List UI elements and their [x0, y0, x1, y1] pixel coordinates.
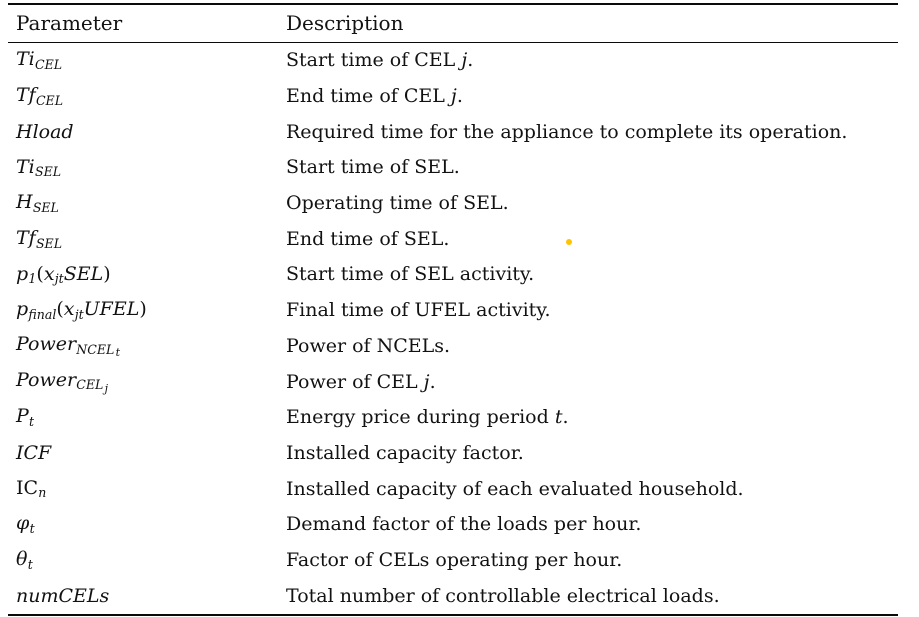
- param-cell: TfCEL: [16, 84, 64, 108]
- column-header-parameter: Parameter: [16, 11, 123, 36]
- desc-cell: Operating time of SEL.: [286, 192, 509, 215]
- desc-cell: Final time of UFEL activity.: [286, 299, 551, 322]
- table-body: TiCEL Start time of CEL j. TfCEL End tim…: [8, 43, 898, 614]
- param-cell: pfinal(xjtUFEL): [16, 298, 147, 323]
- param-cell: TiSEL: [16, 155, 62, 180]
- param-cell: ICn: [16, 476, 47, 501]
- table-header-row: Parameter Description: [8, 5, 898, 42]
- desc-cell: Start time of SEL.: [286, 156, 460, 179]
- desc-cell: Installed capacity factor.: [286, 441, 524, 464]
- mid-rule: [8, 41, 898, 43]
- table-row: φt Demand factor of the loads per hour.: [8, 506, 898, 542]
- param-cell: PowerNCELt: [16, 332, 121, 359]
- param-cell: Pt: [16, 405, 35, 430]
- param-cell: HSEL: [16, 191, 59, 215]
- table-row: TfSEL End time of SEL.: [8, 221, 898, 257]
- param-cell: PowerCELj: [16, 368, 109, 395]
- table-row: HSEL Operating time of SEL.: [8, 185, 898, 221]
- top-rule: [8, 3, 898, 5]
- parameter-table: Parameter Description TiCEL Start time o…: [8, 3, 898, 616]
- table-row: TiSEL Start time of SEL.: [8, 150, 898, 186]
- table-row: p1(xjtSEL) Start time of SEL activity.: [8, 257, 898, 293]
- param-cell: θt: [16, 548, 33, 572]
- desc-cell: Start time of SEL activity.: [286, 263, 535, 286]
- column-header-description: Description: [286, 11, 404, 36]
- param-cell: Hload: [16, 120, 74, 143]
- bottom-rule: [8, 613, 898, 616]
- desc-cell: Factor of CELs operating per hour.: [286, 548, 623, 571]
- desc-cell: Required time for the appliance to compl…: [286, 120, 848, 143]
- table-row: Hload Required time for the appliance to…: [8, 114, 898, 150]
- table-row: PowerNCELt Power of NCELs.: [8, 328, 898, 364]
- desc-cell: End time of SEL.: [286, 227, 450, 250]
- desc-cell: Installed capacity of each evaluated hou…: [286, 477, 744, 500]
- table-row: TiCEL Start time of CEL j.: [8, 43, 898, 79]
- desc-cell: Demand factor of the loads per hour.: [286, 513, 642, 536]
- param-cell: ICF: [16, 441, 52, 464]
- table-row: ICF Installed capacity factor.: [8, 435, 898, 471]
- desc-cell: End time of CEL j.: [286, 85, 463, 108]
- table-row: Pt Energy price during period t.: [8, 399, 898, 435]
- param-cell: TiCEL: [16, 48, 63, 73]
- desc-cell: Power of NCELs.: [286, 334, 451, 357]
- desc-cell: Power of CEL j.: [286, 370, 436, 393]
- desc-cell: Energy price during period t.: [286, 406, 569, 429]
- yellow-dot-artifact: [566, 239, 572, 245]
- table-row: TfCEL End time of CEL j.: [8, 78, 898, 114]
- desc-cell: Start time of CEL j.: [286, 49, 474, 72]
- param-cell: numCELs: [16, 584, 110, 607]
- table-row: θt Factor of CELs operating per hour.: [8, 542, 898, 578]
- table-row: ICn Installed capacity of each evaluated…: [8, 471, 898, 507]
- desc-cell: Total number of controllable electrical …: [286, 584, 720, 607]
- param-cell: φt: [16, 512, 35, 537]
- param-cell: TfSEL: [16, 226, 63, 251]
- table-row: numCELs Total number of controllable ele…: [8, 578, 898, 614]
- param-cell: p1(xjtSEL): [16, 262, 111, 287]
- table-row: PowerCELj Power of CEL j.: [8, 364, 898, 400]
- table-row: pfinal(xjtUFEL) Final time of UFEL activ…: [8, 292, 898, 328]
